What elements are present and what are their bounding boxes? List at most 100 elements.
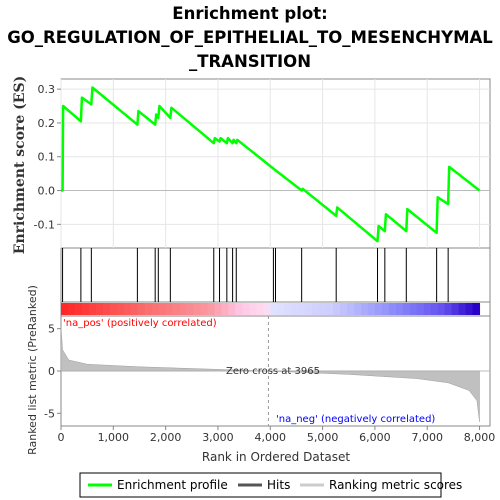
enrichment-profile-line — [61, 86, 481, 243]
colorbar-segment — [123, 303, 132, 315]
x-tick-label: 7,000 — [411, 431, 443, 444]
colorbar-segment — [130, 303, 139, 315]
x-axis-label: Rank in Ordered Dataset — [202, 450, 350, 464]
legend-metric-label: Ranking metric scores — [329, 478, 462, 492]
metric-y-axis-label: Ranked list metric (PreRanked) — [26, 285, 39, 455]
chart-title-line-2: GO_REGULATION_OF_EPITHELIAL_TO_MESENCHYM… — [7, 28, 493, 47]
metric-y-tick-label: -5 — [44, 407, 55, 420]
colorbar-segment — [249, 303, 257, 315]
x-tick-label: 4,000 — [255, 431, 287, 444]
colorbar-segment — [137, 303, 146, 315]
colorbar-segment — [340, 303, 348, 315]
colorbar-segment — [81, 303, 90, 315]
colorbar-segment — [437, 303, 446, 315]
colorbar-segment — [67, 303, 76, 315]
x-tick-label: 0 — [58, 431, 65, 444]
colorbar-segment — [347, 303, 355, 315]
es-y-tick-label: 0.2 — [38, 117, 56, 130]
colorbar-segment — [333, 303, 341, 315]
colorbar-segment — [381, 303, 390, 315]
colorbar-segment — [256, 303, 264, 315]
colorbar-segment — [270, 303, 278, 315]
colorbar-segment — [298, 303, 306, 315]
colorbar-segment — [367, 303, 376, 315]
colorbar-segment — [263, 303, 271, 315]
colorbar-segment — [88, 303, 97, 315]
colorbar-segment — [409, 303, 418, 315]
colorbar-segment — [291, 303, 299, 315]
colorbar-segment — [207, 303, 215, 315]
colorbar-segment — [151, 303, 160, 315]
colorbar-segment — [186, 303, 195, 315]
neg-label: 'na_neg' (negatively correlated) — [276, 414, 435, 425]
colorbar-segment — [395, 303, 404, 315]
colorbar-segment — [221, 303, 229, 315]
colorbar-segment — [353, 303, 362, 315]
colorbar-segment — [277, 303, 285, 315]
colorbar-segment — [416, 303, 425, 315]
colorbar-segment — [95, 303, 104, 315]
legend-hits-label: Hits — [267, 478, 290, 492]
es-y-axis-label: Enrichment score (ES) — [12, 76, 28, 254]
x-tick-label: 8,000 — [464, 431, 496, 444]
x-tick-label: 2,000 — [150, 431, 182, 444]
colorbar-segment — [116, 303, 125, 315]
ranking-metric-fill — [60, 326, 480, 422]
es-y-tick-label: 0.1 — [38, 151, 56, 164]
colorbar-segment — [61, 303, 69, 315]
chart-title-line-3: _TRANSITION — [189, 52, 311, 71]
colorbar-segment — [144, 303, 153, 315]
colorbar-segment — [193, 303, 202, 315]
colorbar-segment — [312, 303, 320, 315]
colorbar-segment — [374, 303, 383, 315]
colorbar-segment — [423, 303, 432, 315]
colorbar-segment — [305, 303, 313, 315]
legend: Enrichment profile Hits Ranking metric s… — [79, 472, 462, 498]
ranking-metric-area — [60, 316, 490, 426]
x-tick-label: 3,000 — [202, 431, 234, 444]
colorbar-segment — [465, 303, 474, 315]
ranking-colorbar — [61, 303, 481, 315]
legend-enrichment-label: Enrichment profile — [117, 478, 228, 492]
colorbar-segment — [360, 303, 369, 315]
colorbar-segment — [284, 303, 292, 315]
hit-lines — [62, 248, 449, 302]
colorbar-segment — [235, 303, 243, 315]
colorbar-segment — [165, 303, 174, 315]
pos-label: 'na_pos' (positively correlated) — [63, 318, 217, 329]
colorbar-segment — [102, 303, 111, 315]
colorbar-segment — [242, 303, 250, 315]
x-tick-label: 1,000 — [98, 431, 130, 444]
colorbar-segment — [74, 303, 83, 315]
colorbar-segment — [109, 303, 118, 315]
es-panel — [60, 78, 491, 249]
colorbar-segment — [228, 303, 236, 315]
colorbar-segment — [458, 303, 467, 315]
colorbar-segment — [472, 303, 481, 315]
colorbar-segment — [319, 303, 327, 315]
es-y-axis: -0.1 0.0 0.1 0.2 0.3 — [34, 83, 61, 231]
colorbar-segment — [172, 303, 181, 315]
x-tick-label: 6,000 — [359, 431, 391, 444]
zero-cross-label: Zero cross at 3965 — [226, 366, 320, 377]
x-tick-label: 5,000 — [307, 431, 339, 444]
es-y-tick-label: 0.0 — [38, 185, 56, 198]
chart-title-line-1: Enrichment plot: — [172, 4, 327, 23]
colorbar-segment — [214, 303, 222, 315]
colorbar-segment — [402, 303, 411, 315]
colorbar-segment — [200, 303, 208, 315]
colorbar-segment — [430, 303, 439, 315]
x-axis: 0 1,000 2,000 3,000 4,000 5,000 6,000 7,000 8,00… — [58, 426, 496, 444]
metric-y-tick-label: 5 — [48, 323, 55, 336]
metric-y-axis: -5 0 5 — [44, 323, 61, 420]
metric-y-tick-label: 0 — [48, 365, 55, 378]
es-y-tick-label: 0.3 — [38, 83, 56, 96]
colorbar-segment — [451, 303, 460, 315]
colorbar-segment — [179, 303, 188, 315]
colorbar-segment — [158, 303, 167, 315]
colorbar-segment — [444, 303, 453, 315]
colorbar-segment — [326, 303, 334, 315]
colorbar-segment — [388, 303, 397, 315]
es-y-tick-label: -0.1 — [34, 218, 55, 231]
